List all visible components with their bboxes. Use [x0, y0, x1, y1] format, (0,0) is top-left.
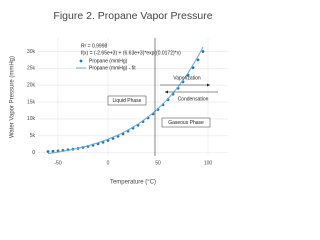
arrow-head — [207, 83, 210, 87]
x-tick-label: 0 — [107, 160, 110, 166]
legend-label: Propane (mmHg) - fit — [89, 65, 136, 71]
point — [51, 149, 55, 153]
y-tick-label: 25k — [27, 66, 36, 72]
x-tick-label: 50 — [155, 160, 161, 166]
y-tick-label: 15k — [27, 99, 36, 105]
formula-label: f(x) = (-2.65e+3) + (6.63e+3)*exp((0.017… — [81, 50, 181, 56]
grid — [38, 38, 228, 156]
gaseous-label: Gaseous Phase — [168, 120, 204, 126]
point — [46, 150, 50, 153]
y-axis-title: Water Vapor Pressure (mmHg) — [10, 56, 16, 138]
liquid-box — [107, 95, 147, 106]
x-axis-title: Temperature (°C) — [110, 180, 156, 186]
page: {"chart_data": {"type": "scatter", "titl… — [9, 9, 228, 186]
y-tick-label: 5k — [30, 133, 36, 139]
y-tick-label: 10k — [27, 116, 36, 122]
r2-label: R² = 0.9998 — [81, 43, 107, 49]
legend-swatch — [79, 59, 83, 63]
point — [201, 50, 205, 53]
fit-line — [47, 46, 204, 155]
legend-label: Propane (mmHg) — [89, 58, 128, 64]
gaseous-box — [161, 117, 211, 128]
liquid-label: Liquid Phase — [113, 98, 142, 104]
y-tick-label: 20k — [27, 83, 36, 89]
condensation-label: Condensation — [178, 96, 209, 102]
vaporization-label: Vaporization — [173, 75, 201, 81]
arrow-head — [165, 90, 168, 94]
y-tick-label: 0 — [32, 150, 35, 156]
legend: Propane (mmHg)Propane (mmHg) - fit — [76, 58, 136, 71]
x-tick-label: 100 — [204, 160, 213, 166]
chart: Figure 2. Propane Vapor Pressure Tempera… — [10, 10, 228, 186]
annotations: R² = 0.9998 f(x) = (-2.65e+3) + (6.63e+3… — [81, 38, 218, 156]
y-tick-label: 30k — [27, 49, 36, 55]
point — [191, 66, 195, 70]
chart-title: Figure 2. Propane Vapor Pressure — [53, 10, 212, 22]
point — [196, 58, 200, 62]
x-tick-label: -50 — [54, 160, 61, 166]
marks — [46, 46, 205, 155]
